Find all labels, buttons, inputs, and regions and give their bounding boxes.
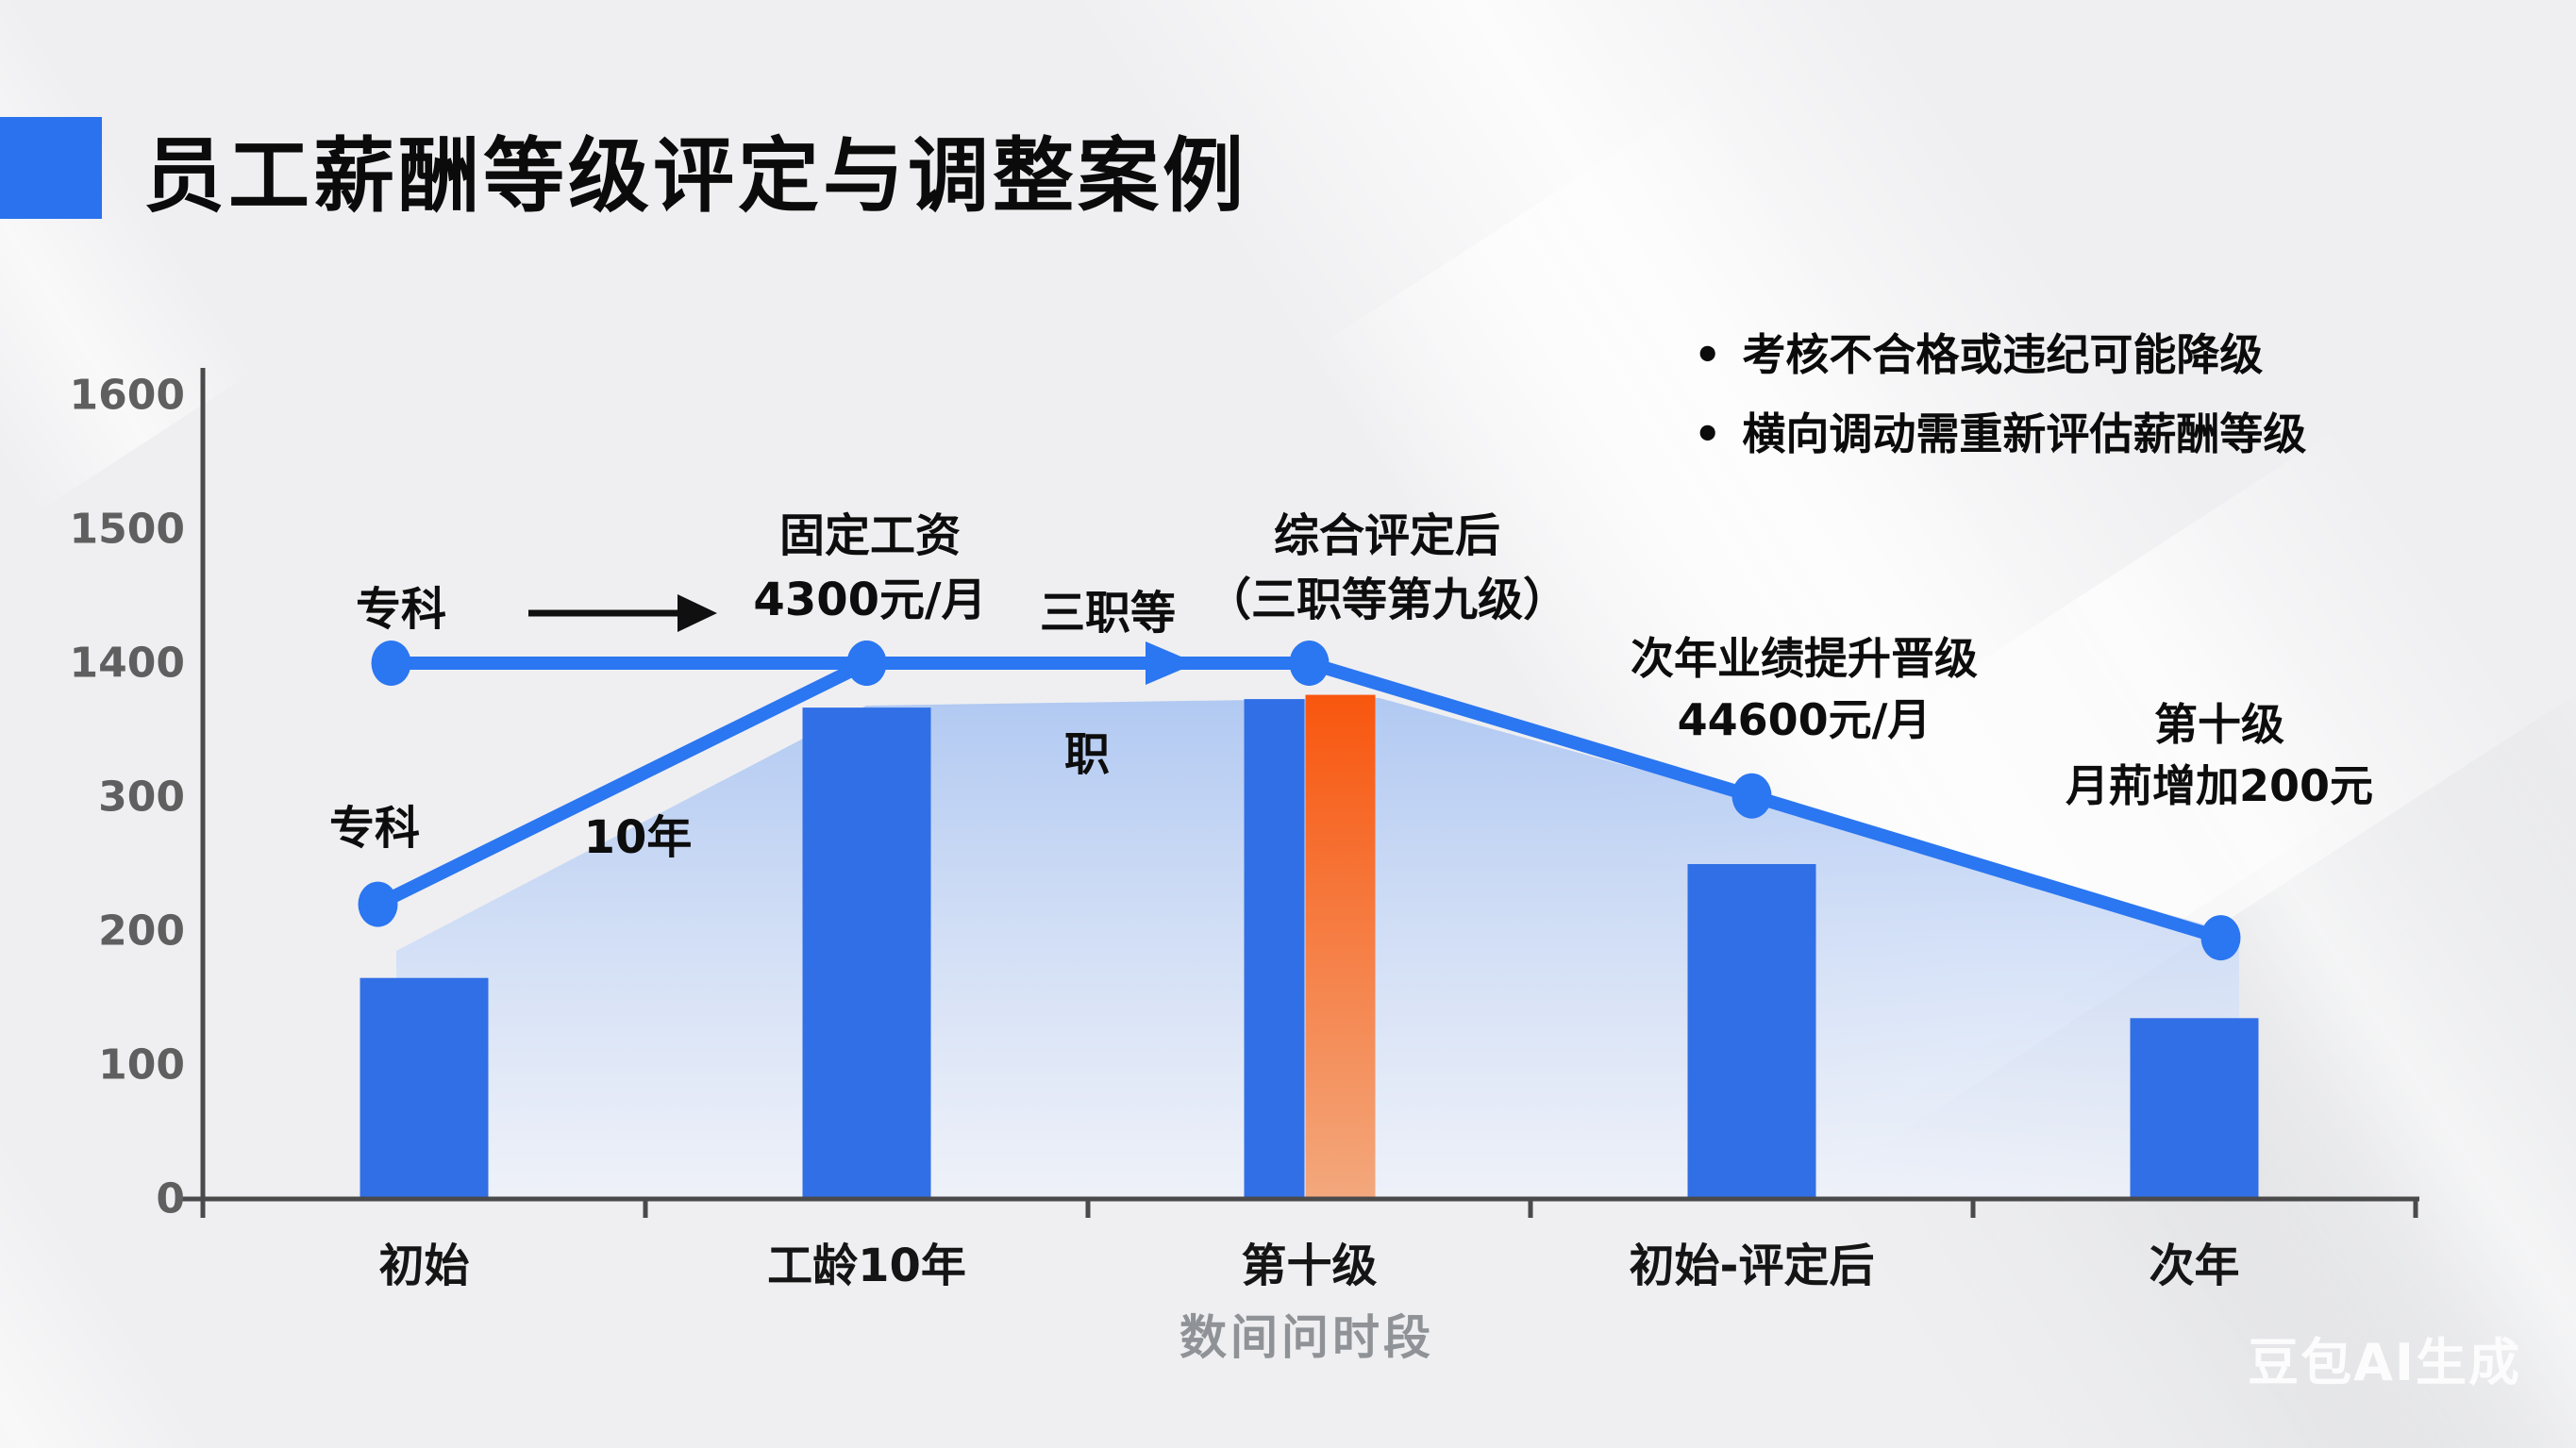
note-text: 横向调动需重新评估薪酬等级	[1742, 408, 2307, 459]
annotation-ten-years: 10年	[584, 806, 693, 870]
annotation-fixed-salary: 固定工资 4300元/月	[753, 504, 986, 632]
annotation-rank-char: 职	[1064, 723, 1110, 787]
annotation-line: 专科	[355, 583, 447, 636]
line-point-dot	[371, 641, 411, 686]
bar-blue-初始	[360, 977, 489, 1199]
bullet-icon: •	[1694, 329, 1722, 380]
annotation-post-eval: 综合评定后 （三职等第九级）	[1206, 504, 1568, 632]
x-tick-label: 初始-评定后	[1629, 1240, 1875, 1292]
annotation-rank-three: 三职等	[1040, 581, 1176, 645]
annotation-line: （三职等第九级）	[1205, 574, 1569, 627]
page-title: 员工薪酬等级评定与调整案例	[143, 128, 1247, 224]
note-item: • 考核不合格或违纪可能降级	[1694, 328, 2306, 383]
annotation-line: 10年	[583, 811, 693, 864]
x-tick-label: 初始	[378, 1240, 470, 1292]
line-initial-rise	[371, 657, 874, 911]
annotation-line: 4300元/月	[753, 574, 987, 627]
line-point-dot	[1731, 773, 1772, 819]
line-point-dot	[2200, 915, 2241, 961]
annotation-degree-lower: 专科	[329, 796, 420, 860]
annotation-line: 三职等	[1039, 587, 1177, 640]
line-point-dot	[1289, 641, 1330, 686]
y-tick-label: 300	[98, 773, 185, 822]
annotation-tenth-grade: 第十级月荊增加200元	[2066, 694, 2373, 818]
note-item: • 横向调动需重新评估薪酬等级	[1694, 408, 2306, 462]
x-tick-label: 工龄10年	[767, 1240, 966, 1292]
title-row: 员工薪酬等级评定与调整案例	[0, 111, 1247, 225]
annotation-line: 44600元/月	[1677, 694, 1932, 746]
line-arrowhead-icon	[1146, 641, 1196, 685]
annotation-degree-upper: 专科	[356, 577, 446, 641]
annotation-line: 月荊增加200元	[2065, 760, 2374, 812]
line-point-dot	[846, 641, 887, 686]
bar-orange-第十级	[1305, 694, 1376, 1199]
x-tick-label: 第十级	[1241, 1240, 1378, 1292]
annotation-line: 综合评定后	[1273, 509, 1501, 562]
annotation-line: 第十级	[2154, 699, 2284, 750]
bar-blue-工龄10年	[802, 707, 931, 1199]
title-accent-square	[0, 117, 102, 219]
note-text: 考核不合格或违纪可能降级	[1742, 329, 2264, 380]
bullet-icon: •	[1694, 408, 1722, 459]
y-tick-label: 1500	[69, 505, 185, 554]
y-tick-label: 200	[98, 907, 185, 956]
annotation-line: 职	[1063, 728, 1111, 781]
y-tick-label: 1400	[69, 639, 185, 688]
watermark: 豆包AI生成	[2248, 1333, 2521, 1392]
annotation-line: 次年业绩提升晋级	[1631, 633, 1978, 684]
bar-blue-初始-评定后	[1687, 864, 1816, 1199]
y-tick-label: 1600	[69, 371, 185, 420]
y-tick-label: 100	[98, 1040, 185, 1090]
y-tick-label: 0	[156, 1174, 185, 1223]
black-arrow-icon	[677, 594, 717, 632]
annotation-line: 专科	[328, 802, 421, 855]
annotation-next-year-promo: 次年业绩提升晋级 44600元/月	[1631, 628, 1978, 752]
notes-list: • 考核不合格或违纪可能降级 • 横向调动需重新评估薪酬等级	[1694, 328, 2306, 486]
line-point-dot	[358, 881, 398, 927]
bar-blue-第十级	[1244, 699, 1305, 1199]
bar-blue-次年	[2130, 1018, 2259, 1199]
x-axis-title: 数间问时段	[1179, 1310, 1434, 1365]
x-tick-label: 次年	[2149, 1240, 2240, 1292]
annotation-line: 固定工资	[778, 509, 962, 562]
